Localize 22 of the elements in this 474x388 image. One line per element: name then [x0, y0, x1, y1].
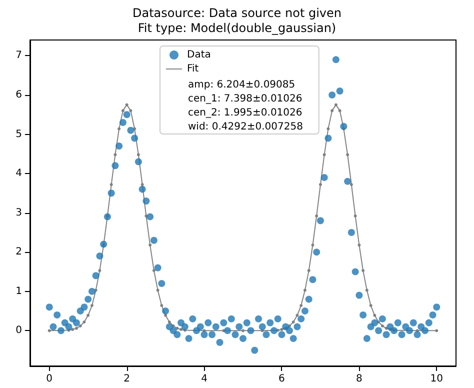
annotation: cen_2: 1.995±0.01026: [188, 108, 302, 118]
y-tick-label: 2: [16, 246, 22, 258]
y-tick-label: 6: [16, 89, 22, 100]
y-tick-label: 3: [16, 207, 22, 218]
y-tick-label: 5: [16, 128, 22, 140]
annotation: amp: 6.204±0.09085: [188, 80, 296, 90]
x-tick-label: 8: [356, 374, 362, 384]
chart-subtitle: Fit type: Model(double_gaussian): [138, 21, 336, 35]
y-tick-label: 1: [16, 286, 22, 297]
legend-label: Data: [187, 50, 211, 60]
chart-title: Datasource: Data source not given: [132, 6, 342, 20]
y-tick-label: 7: [16, 50, 22, 62]
annotation: cen_1: 7.398±0.01026: [188, 94, 302, 104]
x-tick-label: 2: [124, 374, 130, 384]
y-tick-label: 0: [16, 325, 22, 336]
x-tick-label: 10: [430, 374, 444, 384]
annotation: wid: 0.4292±0.007258: [188, 122, 303, 132]
y-tick-label: 4: [16, 168, 22, 180]
x-tick-label: 6: [278, 374, 285, 384]
legend-label: Fit: [187, 64, 199, 74]
x-tick-label: 4: [201, 374, 208, 384]
x-tick-label: 0: [46, 374, 53, 384]
